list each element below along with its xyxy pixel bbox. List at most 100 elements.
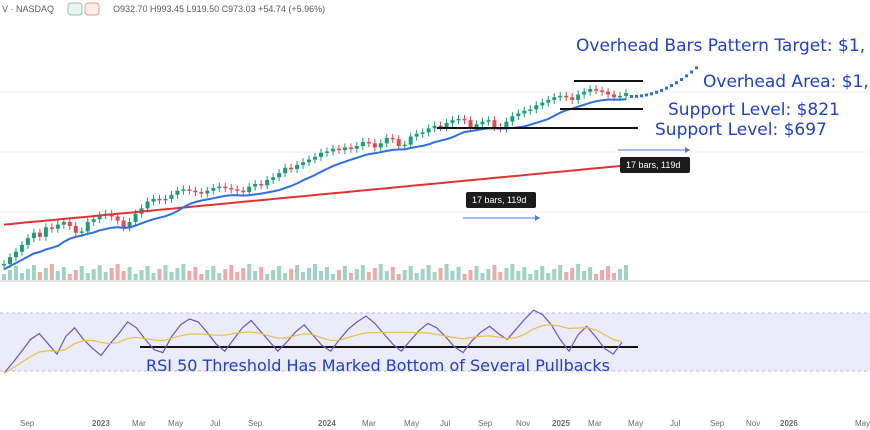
x-tick-label: Jul [670, 419, 680, 428]
volume-bar [558, 265, 563, 280]
x-tick-label: 2026 [780, 419, 798, 428]
volume-bar [169, 272, 174, 280]
volume-bar [2, 274, 6, 280]
volume-bar [97, 265, 102, 280]
indicator-badge-2[interactable] [84, 2, 100, 16]
volume-bar [366, 272, 371, 280]
candle-body [438, 125, 443, 128]
volume-bar [199, 274, 204, 280]
candle-body [2, 263, 6, 266]
candle-body [330, 148, 335, 152]
volume-bar [79, 266, 84, 280]
volume-bar [498, 272, 503, 280]
projection-bar [685, 74, 688, 78]
volume-bar [330, 274, 335, 280]
candle-body [25, 238, 30, 245]
volume-bar [61, 267, 66, 280]
candle-body [283, 167, 288, 174]
volume-bar [43, 268, 48, 280]
volume-bar [462, 274, 467, 280]
volume-bar [480, 273, 485, 280]
candle-body [624, 93, 628, 96]
volume-bar [594, 274, 599, 280]
volume-bar [606, 266, 611, 280]
candle-body [522, 110, 527, 114]
candle-body [420, 132, 425, 134]
candle-body [366, 141, 371, 144]
candle-body [151, 198, 156, 202]
volume-bar [564, 272, 569, 280]
candle-body [600, 90, 605, 92]
volume-bar [7, 270, 12, 280]
projection-bar [630, 95, 633, 98]
x-axis: Sep 2023 Mar May Jul Sep 2024 Mar May Jul Sep Nov 20… [20, 419, 870, 428]
indicator-badge-1[interactable] [67, 2, 83, 16]
volume-bar [492, 265, 497, 280]
candle-body [187, 189, 192, 191]
candle-body [265, 179, 270, 186]
volume-bar [504, 268, 509, 280]
volume-bar [336, 270, 341, 280]
candle-body [336, 148, 341, 151]
bars-label-1-box [620, 157, 690, 173]
volume-bar [384, 271, 389, 280]
volume-bar [145, 266, 150, 280]
rsi-note-label: RSI 50 Threshold Has Marked Bottom of Se… [146, 356, 610, 375]
candle-body [318, 152, 323, 157]
volume-bar [474, 266, 479, 280]
x-tick-label: 2024 [318, 419, 336, 428]
volume-bar [516, 271, 521, 280]
candle-body [181, 189, 186, 191]
volume-bar [289, 269, 294, 280]
candle-body [259, 183, 264, 186]
candle-body [37, 232, 42, 237]
candle-body [552, 97, 557, 100]
volume-bar [175, 268, 180, 280]
x-tick-label: Sep [478, 419, 493, 428]
ma50-line [3, 98, 627, 271]
volume-bar [612, 273, 617, 280]
candle-body [450, 120, 455, 123]
candle-body [67, 221, 72, 226]
candle-body [564, 95, 569, 98]
candle-body [247, 186, 252, 193]
volume-bar [127, 267, 132, 280]
volume-bar [414, 273, 419, 280]
volume-bar [510, 264, 515, 280]
x-tick-label: Mar [588, 419, 602, 428]
volume-bar [241, 268, 246, 280]
volume-bar [151, 273, 156, 280]
volume-bar [534, 270, 539, 280]
candle-body [295, 164, 300, 170]
candle-body [414, 133, 419, 137]
candle-body [19, 244, 24, 252]
volume-bar [253, 271, 258, 280]
candle-body [73, 225, 78, 233]
candle-body [97, 215, 102, 220]
volume-bar [265, 274, 270, 280]
candle-body [582, 91, 587, 95]
volume-bar [420, 269, 425, 280]
x-tick-label: Jul [210, 419, 220, 428]
candle-body [43, 227, 48, 237]
candle-body [79, 231, 84, 233]
volume-bar [49, 264, 54, 280]
volume-bar [348, 273, 353, 280]
candle-body [474, 124, 479, 128]
volume-bar [85, 273, 90, 280]
candle-body [13, 251, 18, 258]
bars-label-1: 17 bars, 119d [626, 160, 680, 170]
volume-bar [277, 266, 282, 280]
x-tick-label: May [168, 419, 183, 428]
candle-body [360, 141, 365, 146]
volume-bar [295, 265, 300, 280]
candle-body [307, 159, 312, 163]
candle-body [199, 192, 204, 194]
projection-bar [690, 70, 693, 74]
projection-bar [680, 78, 683, 81]
candle-body [169, 194, 174, 199]
candle-body [396, 139, 401, 146]
projection-bar [655, 90, 658, 94]
candle-body [121, 220, 126, 228]
